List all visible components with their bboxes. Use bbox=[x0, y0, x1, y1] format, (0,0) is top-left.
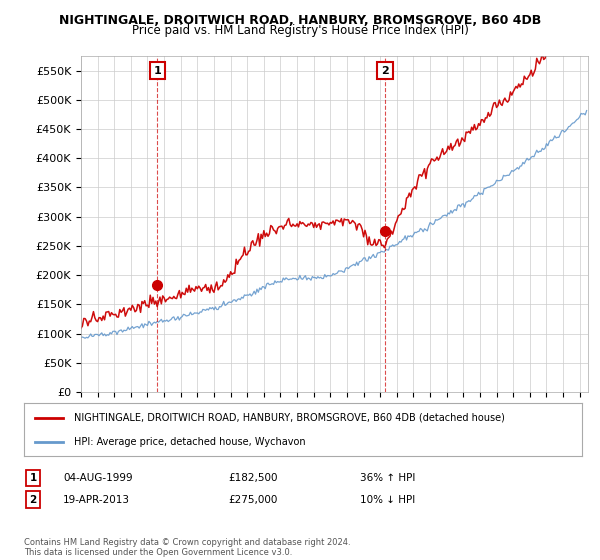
Text: 36% ↑ HPI: 36% ↑ HPI bbox=[360, 473, 415, 483]
Text: 04-AUG-1999: 04-AUG-1999 bbox=[63, 473, 133, 483]
Text: 19-APR-2013: 19-APR-2013 bbox=[63, 494, 130, 505]
Text: NIGHTINGALE, DROITWICH ROAD, HANBURY, BROMSGROVE, B60 4DB (detached house): NIGHTINGALE, DROITWICH ROAD, HANBURY, BR… bbox=[74, 413, 505, 423]
Text: HPI: Average price, detached house, Wychavon: HPI: Average price, detached house, Wych… bbox=[74, 437, 306, 447]
Text: 2: 2 bbox=[382, 66, 389, 76]
Text: NIGHTINGALE, DROITWICH ROAD, HANBURY, BROMSGROVE, B60 4DB: NIGHTINGALE, DROITWICH ROAD, HANBURY, BR… bbox=[59, 14, 541, 27]
Text: 2: 2 bbox=[29, 494, 37, 505]
Text: £182,500: £182,500 bbox=[228, 473, 277, 483]
Text: Price paid vs. HM Land Registry's House Price Index (HPI): Price paid vs. HM Land Registry's House … bbox=[131, 24, 469, 36]
Text: 1: 1 bbox=[154, 66, 161, 76]
Text: Contains HM Land Registry data © Crown copyright and database right 2024.
This d: Contains HM Land Registry data © Crown c… bbox=[24, 538, 350, 557]
Text: £275,000: £275,000 bbox=[228, 494, 277, 505]
Text: 10% ↓ HPI: 10% ↓ HPI bbox=[360, 494, 415, 505]
Text: 1: 1 bbox=[29, 473, 37, 483]
